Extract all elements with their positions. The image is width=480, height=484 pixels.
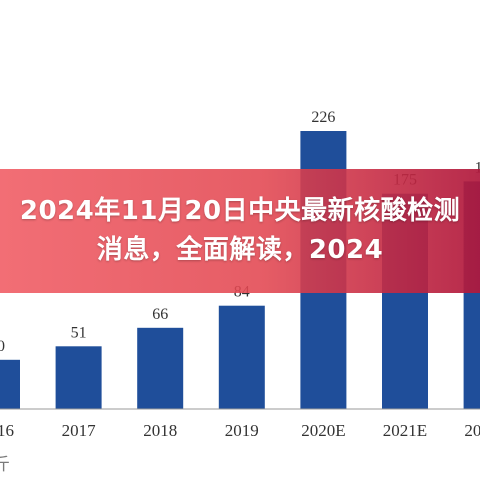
x-tick-2016: 2016 — [0, 421, 14, 440]
bar-2018 — [137, 327, 184, 409]
bar-2016 — [0, 359, 20, 409]
value-label-2020E: 226 — [311, 109, 335, 126]
x-tick-2019: 2019 — [225, 421, 259, 440]
source-note-fragment: 斤 — [0, 455, 10, 474]
x-tick-2017: 2017 — [62, 421, 97, 440]
x-tick-2018: 2018 — [143, 421, 177, 440]
value-label-2022E: 185 — [475, 159, 480, 176]
value-label-2016: 40 — [0, 338, 5, 355]
bar-2017 — [55, 346, 102, 409]
x-tick-2021E: 2021E — [383, 421, 427, 440]
title-banner: 2024年11月20日中央最新核酸检测消息，全面解读，2024 — [0, 169, 480, 293]
value-label-2017: 51 — [71, 324, 87, 341]
x-tick-2022E: 2022E — [464, 421, 480, 440]
banner-title: 2024年11月20日中央最新核酸检测消息，全面解读，2024 — [19, 196, 461, 265]
value-label-2018: 66 — [152, 306, 168, 323]
bar-2019 — [218, 305, 265, 409]
x-tick-2020E: 2020E — [301, 421, 345, 440]
